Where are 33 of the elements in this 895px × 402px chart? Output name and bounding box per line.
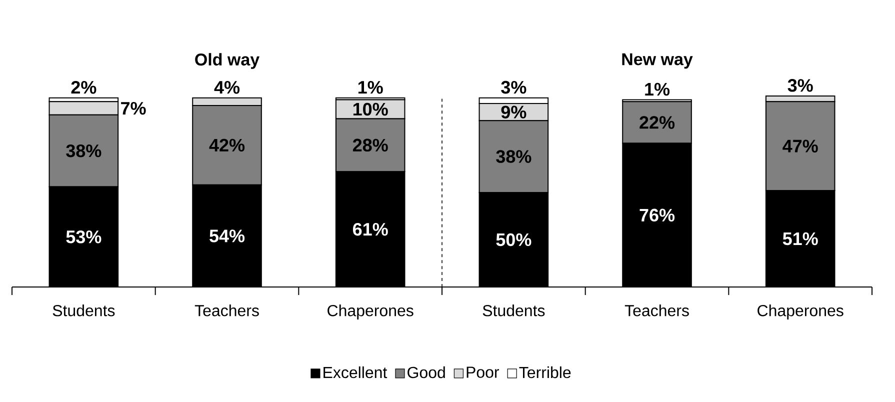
x-tick-label: Teachers bbox=[194, 304, 259, 316]
data-label: 54% bbox=[210, 230, 245, 242]
data-label: 1% bbox=[645, 82, 670, 96]
text: New way bbox=[622, 53, 693, 69]
data-label: 1% bbox=[358, 81, 383, 94]
x-tick-label: Chaperones bbox=[758, 304, 844, 320]
x-tick-label: Chaperones bbox=[328, 304, 414, 320]
data-label: 4% bbox=[214, 81, 240, 94]
data-label: 61% bbox=[352, 222, 388, 236]
text: Old way bbox=[195, 53, 260, 69]
data-label: 42% bbox=[209, 138, 245, 152]
legend-label: Terrible bbox=[519, 366, 571, 378]
data-label: 7% bbox=[121, 102, 146, 115]
data-label: 53% bbox=[66, 230, 102, 244]
legend-label: Poor bbox=[466, 366, 500, 378]
legend-label: Excellent bbox=[324, 366, 388, 378]
data-label: 47% bbox=[782, 140, 818, 152]
data-label: 51% bbox=[782, 232, 818, 246]
data-label: 28% bbox=[352, 138, 388, 152]
x-tick-label: Teachers bbox=[624, 304, 689, 316]
data-label: 38% bbox=[496, 150, 532, 163]
data-label: 9% bbox=[501, 106, 526, 118]
legend-label: Good bbox=[408, 366, 445, 378]
data-label: 3% bbox=[501, 80, 526, 94]
data-label: 38% bbox=[66, 144, 102, 158]
x-tick-label: Students bbox=[482, 304, 545, 316]
data-label: 76% bbox=[640, 208, 675, 222]
data-label: 2% bbox=[71, 80, 96, 94]
data-label: 22% bbox=[640, 116, 675, 129]
data-label: 50% bbox=[496, 233, 532, 246]
data-label: 10% bbox=[353, 102, 388, 116]
x-tick-label: Students bbox=[52, 304, 115, 316]
data-label: 3% bbox=[788, 79, 813, 92]
